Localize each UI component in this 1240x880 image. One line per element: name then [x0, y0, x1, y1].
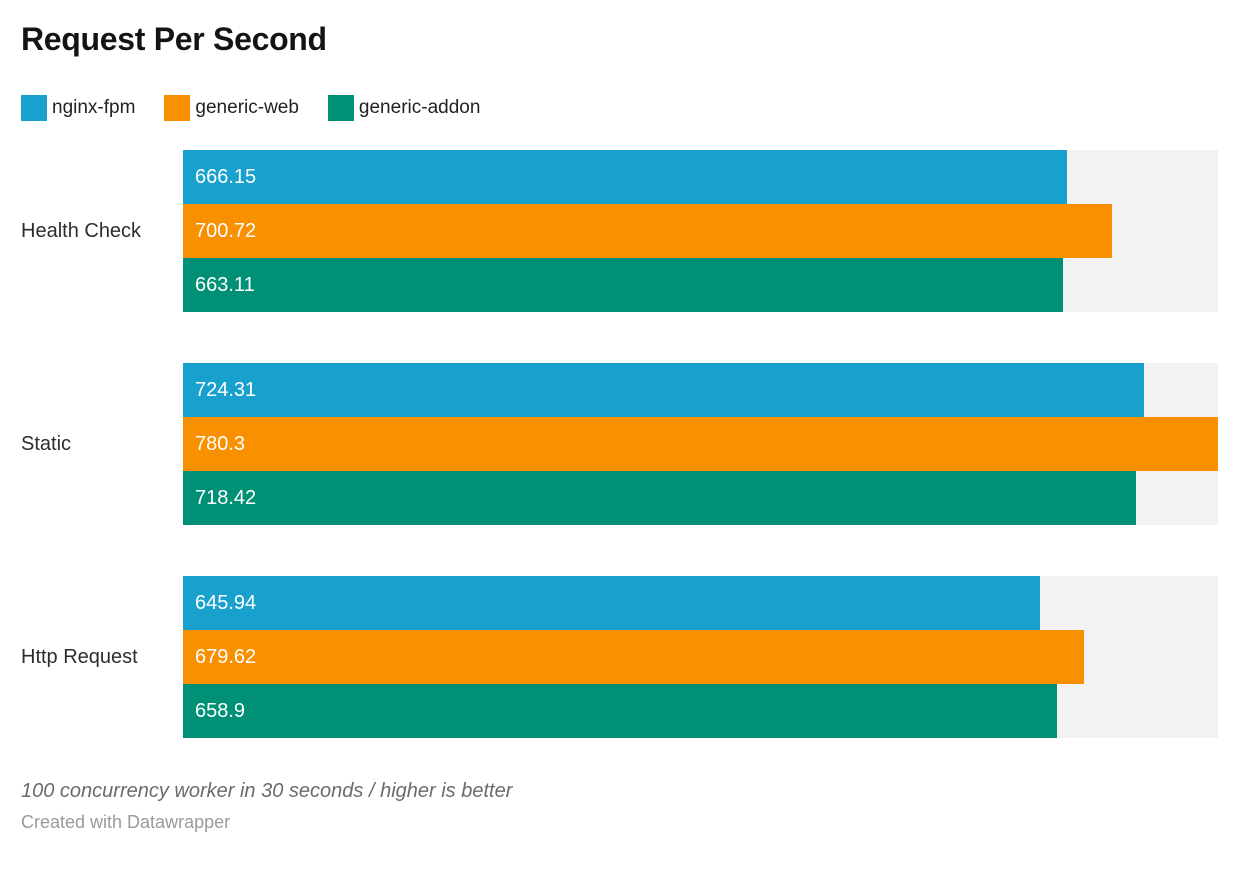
- datawrapper-byline-link[interactable]: Created with Datawrapper: [21, 812, 231, 832]
- bar-value-label: 666.15: [195, 165, 257, 188]
- category-group: Static 724.31 780.3 718.42: [21, 363, 1218, 525]
- category-group: Health Check 666.15 700.72 663.11: [21, 150, 1218, 312]
- bar-track: 663.11: [183, 258, 1218, 312]
- bar-value-label: 658.9: [195, 699, 246, 722]
- bar-track: 679.62: [183, 630, 1218, 684]
- bar: 718.42: [183, 471, 1136, 525]
- legend-swatch: [327, 95, 354, 121]
- bar: 780.3: [183, 417, 1218, 471]
- category-label: Static: [21, 432, 72, 455]
- bar-track: 718.42: [183, 471, 1218, 525]
- chart-title: Request Per Second: [21, 21, 327, 57]
- bar-value-label: 718.42: [195, 486, 257, 509]
- legend-label: generic-web: [195, 97, 299, 118]
- bar-group: 724.31 780.3 718.42: [183, 363, 1218, 525]
- bar-track: 724.31: [183, 363, 1218, 417]
- legend-item: nginx-fpm: [21, 95, 135, 121]
- bar: 663.11: [183, 258, 1063, 312]
- bar-track: 658.9: [183, 684, 1218, 738]
- bar-track: 700.72: [183, 204, 1218, 258]
- bar-value-label: 663.11: [195, 273, 255, 296]
- bar-value-label: 724.31: [195, 378, 257, 401]
- bar-track: 645.94: [183, 576, 1218, 630]
- legend-label: generic-addon: [358, 97, 481, 118]
- legend-label: nginx-fpm: [52, 97, 136, 118]
- bar-value-label: 780.3: [195, 432, 246, 455]
- bar: 679.62: [183, 630, 1085, 684]
- bar-chart: Health Check 666.15 700.72 663.11 Static 724.…: [21, 150, 1218, 738]
- bar-track: 780.3: [183, 417, 1218, 471]
- footnote: 100 concurrency worker in 30 seconds / h…: [21, 780, 513, 802]
- category-group: Http Request 645.94 679.62 658.9: [21, 576, 1218, 738]
- legend-item: generic-addon: [327, 95, 481, 121]
- bar: 700.72: [183, 204, 1113, 258]
- bar: 658.9: [183, 684, 1057, 738]
- bar: 645.94: [183, 576, 1040, 630]
- category-label: Http Request: [21, 645, 138, 668]
- legend-item: generic-web: [164, 95, 299, 121]
- bar-value-label: 700.72: [195, 219, 257, 242]
- bar: 724.31: [183, 363, 1144, 417]
- legend-swatch: [21, 95, 47, 121]
- bar-group: 666.15 700.72 663.11: [183, 150, 1218, 312]
- legend-swatch: [164, 95, 191, 121]
- category-label: Health Check: [21, 219, 142, 242]
- bar: 666.15: [183, 150, 1067, 204]
- bar-track: 666.15: [183, 150, 1218, 204]
- legend: nginx-fpm generic-web generic-addon: [21, 95, 1218, 121]
- bar-group: 645.94 679.62 658.9: [183, 576, 1218, 738]
- chart-card: Request Per Second nginx-fpm generic-web g…: [0, 20, 1240, 833]
- bar-value-label: 679.62: [195, 645, 257, 668]
- bar-value-label: 645.94: [195, 591, 257, 614]
